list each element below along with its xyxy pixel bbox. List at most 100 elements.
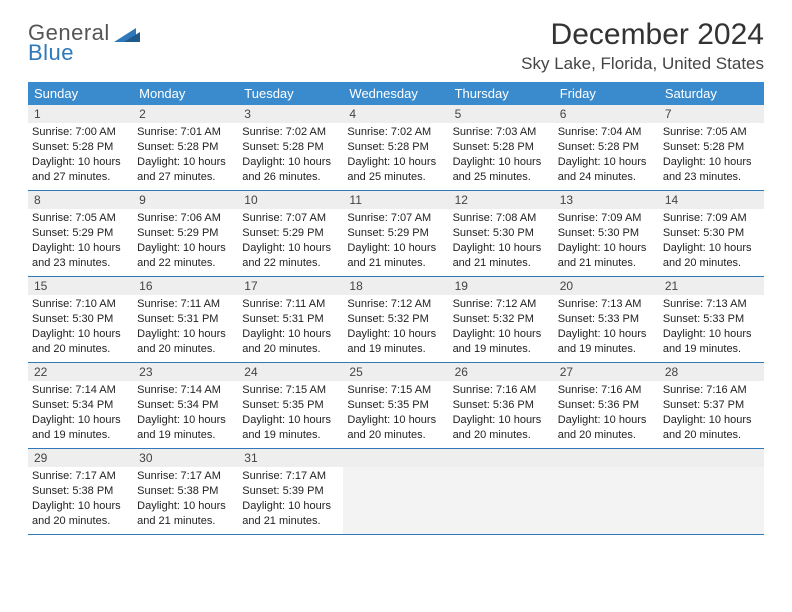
logo: General Blue [28, 18, 140, 64]
sunrise-line: Sunrise: 7:17 AM [137, 469, 234, 484]
day-details: Sunrise: 7:02 AMSunset: 5:28 PMDaylight:… [343, 123, 448, 184]
daylight-line: Daylight: 10 hours and 19 minutes. [242, 413, 339, 443]
sunset-line: Sunset: 5:38 PM [32, 484, 129, 499]
day-number: 2 [133, 105, 238, 123]
day-number: 26 [449, 363, 554, 381]
day-cell: 9Sunrise: 7:06 AMSunset: 5:29 PMDaylight… [133, 191, 238, 277]
daylight-line: Daylight: 10 hours and 19 minutes. [137, 413, 234, 443]
sunset-line: Sunset: 5:36 PM [558, 398, 655, 413]
blank-cell [343, 449, 448, 535]
calendar-row: 1Sunrise: 7:00 AMSunset: 5:28 PMDaylight… [28, 105, 764, 191]
calendar-row: 29Sunrise: 7:17 AMSunset: 5:38 PMDayligh… [28, 449, 764, 535]
daylight-line: Daylight: 10 hours and 20 minutes. [347, 413, 444, 443]
day-cell: 30Sunrise: 7:17 AMSunset: 5:38 PMDayligh… [133, 449, 238, 535]
daylight-line: Daylight: 10 hours and 21 minutes. [242, 499, 339, 529]
day-details: Sunrise: 7:03 AMSunset: 5:28 PMDaylight:… [449, 123, 554, 184]
day-number: 25 [343, 363, 448, 381]
sunrise-line: Sunrise: 7:16 AM [663, 383, 760, 398]
sunset-line: Sunset: 5:29 PM [137, 226, 234, 241]
sunset-line: Sunset: 5:39 PM [242, 484, 339, 499]
weekday-header: Sunday [28, 82, 133, 105]
day-number: 10 [238, 191, 343, 209]
day-cell: 18Sunrise: 7:12 AMSunset: 5:32 PMDayligh… [343, 277, 448, 363]
day-details: Sunrise: 7:12 AMSunset: 5:32 PMDaylight:… [449, 295, 554, 356]
location: Sky Lake, Florida, United States [521, 54, 764, 74]
calendar-row: 22Sunrise: 7:14 AMSunset: 5:34 PMDayligh… [28, 363, 764, 449]
day-cell: 12Sunrise: 7:08 AMSunset: 5:30 PMDayligh… [449, 191, 554, 277]
day-details: Sunrise: 7:11 AMSunset: 5:31 PMDaylight:… [133, 295, 238, 356]
day-cell: 16Sunrise: 7:11 AMSunset: 5:31 PMDayligh… [133, 277, 238, 363]
daylight-line: Daylight: 10 hours and 19 minutes. [558, 327, 655, 357]
day-number: 3 [238, 105, 343, 123]
day-number: 28 [659, 363, 764, 381]
sunrise-line: Sunrise: 7:13 AM [558, 297, 655, 312]
day-details: Sunrise: 7:00 AMSunset: 5:28 PMDaylight:… [28, 123, 133, 184]
day-number: 23 [133, 363, 238, 381]
daylight-line: Daylight: 10 hours and 27 minutes. [32, 155, 129, 185]
daylight-line: Daylight: 10 hours and 25 minutes. [347, 155, 444, 185]
daylight-line: Daylight: 10 hours and 20 minutes. [453, 413, 550, 443]
daylight-line: Daylight: 10 hours and 21 minutes. [347, 241, 444, 271]
day-details: Sunrise: 7:15 AMSunset: 5:35 PMDaylight:… [238, 381, 343, 442]
day-cell: 8Sunrise: 7:05 AMSunset: 5:29 PMDaylight… [28, 191, 133, 277]
sunrise-line: Sunrise: 7:12 AM [347, 297, 444, 312]
weekday-header: Saturday [659, 82, 764, 105]
month-title: December 2024 [521, 18, 764, 52]
sunset-line: Sunset: 5:36 PM [453, 398, 550, 413]
sunrise-line: Sunrise: 7:14 AM [32, 383, 129, 398]
day-cell: 15Sunrise: 7:10 AMSunset: 5:30 PMDayligh… [28, 277, 133, 363]
day-cell: 24Sunrise: 7:15 AMSunset: 5:35 PMDayligh… [238, 363, 343, 449]
day-cell: 27Sunrise: 7:16 AMSunset: 5:36 PMDayligh… [554, 363, 659, 449]
blank-cell [449, 449, 554, 535]
sunrise-line: Sunrise: 7:05 AM [663, 125, 760, 140]
daylight-line: Daylight: 10 hours and 20 minutes. [663, 241, 760, 271]
day-cell: 13Sunrise: 7:09 AMSunset: 5:30 PMDayligh… [554, 191, 659, 277]
sunrise-line: Sunrise: 7:17 AM [242, 469, 339, 484]
day-cell: 7Sunrise: 7:05 AMSunset: 5:28 PMDaylight… [659, 105, 764, 191]
day-details: Sunrise: 7:07 AMSunset: 5:29 PMDaylight:… [238, 209, 343, 270]
sunset-line: Sunset: 5:29 PM [347, 226, 444, 241]
sunrise-line: Sunrise: 7:11 AM [137, 297, 234, 312]
day-number: 5 [449, 105, 554, 123]
logo-word-blue: Blue [28, 42, 110, 64]
day-cell: 3Sunrise: 7:02 AMSunset: 5:28 PMDaylight… [238, 105, 343, 191]
day-number: 29 [28, 449, 133, 467]
sunset-line: Sunset: 5:38 PM [137, 484, 234, 499]
sunrise-line: Sunrise: 7:15 AM [242, 383, 339, 398]
day-cell: 10Sunrise: 7:07 AMSunset: 5:29 PMDayligh… [238, 191, 343, 277]
day-cell: 29Sunrise: 7:17 AMSunset: 5:38 PMDayligh… [28, 449, 133, 535]
sunset-line: Sunset: 5:30 PM [558, 226, 655, 241]
daylight-line: Daylight: 10 hours and 19 minutes. [663, 327, 760, 357]
sunrise-line: Sunrise: 7:07 AM [347, 211, 444, 226]
sunrise-line: Sunrise: 7:02 AM [347, 125, 444, 140]
day-details: Sunrise: 7:17 AMSunset: 5:38 PMDaylight:… [133, 467, 238, 528]
sunset-line: Sunset: 5:30 PM [663, 226, 760, 241]
day-number: 4 [343, 105, 448, 123]
day-cell: 22Sunrise: 7:14 AMSunset: 5:34 PMDayligh… [28, 363, 133, 449]
day-cell: 11 Sunrise: 7:07 AMSunset: 5:29 PMDayligh… [343, 191, 448, 277]
logo-mark-icon [114, 24, 140, 46]
day-number: 11 [343, 191, 448, 209]
daylight-line: Daylight: 10 hours and 21 minutes. [137, 499, 234, 529]
weekday-header: Friday [554, 82, 659, 105]
day-number: 18 [343, 277, 448, 295]
daylight-line: Daylight: 10 hours and 21 minutes. [453, 241, 550, 271]
sunset-line: Sunset: 5:33 PM [663, 312, 760, 327]
sunset-line: Sunset: 5:35 PM [347, 398, 444, 413]
day-details: Sunrise: 7:16 AMSunset: 5:36 PMDaylight:… [554, 381, 659, 442]
daylight-line: Daylight: 10 hours and 19 minutes. [32, 413, 129, 443]
sunrise-line: Sunrise: 7:11 AM [242, 297, 339, 312]
sunset-line: Sunset: 5:28 PM [663, 140, 760, 155]
daylight-line: Daylight: 10 hours and 19 minutes. [453, 327, 550, 357]
daylight-line: Daylight: 10 hours and 24 minutes. [558, 155, 655, 185]
sunrise-line: Sunrise: 7:09 AM [663, 211, 760, 226]
day-details: Sunrise: 7:16 AMSunset: 5:36 PMDaylight:… [449, 381, 554, 442]
sunrise-line: Sunrise: 7:17 AM [32, 469, 129, 484]
day-details: Sunrise: 7:13 AMSunset: 5:33 PMDaylight:… [659, 295, 764, 356]
day-cell: 17Sunrise: 7:11 AMSunset: 5:31 PMDayligh… [238, 277, 343, 363]
day-number: 12 [449, 191, 554, 209]
day-details: Sunrise: 7:12 AMSunset: 5:32 PMDaylight:… [343, 295, 448, 356]
sunrise-line: Sunrise: 7:00 AM [32, 125, 129, 140]
day-cell: 28Sunrise: 7:16 AMSunset: 5:37 PMDayligh… [659, 363, 764, 449]
day-details: Sunrise: 7:17 AMSunset: 5:39 PMDaylight:… [238, 467, 343, 528]
